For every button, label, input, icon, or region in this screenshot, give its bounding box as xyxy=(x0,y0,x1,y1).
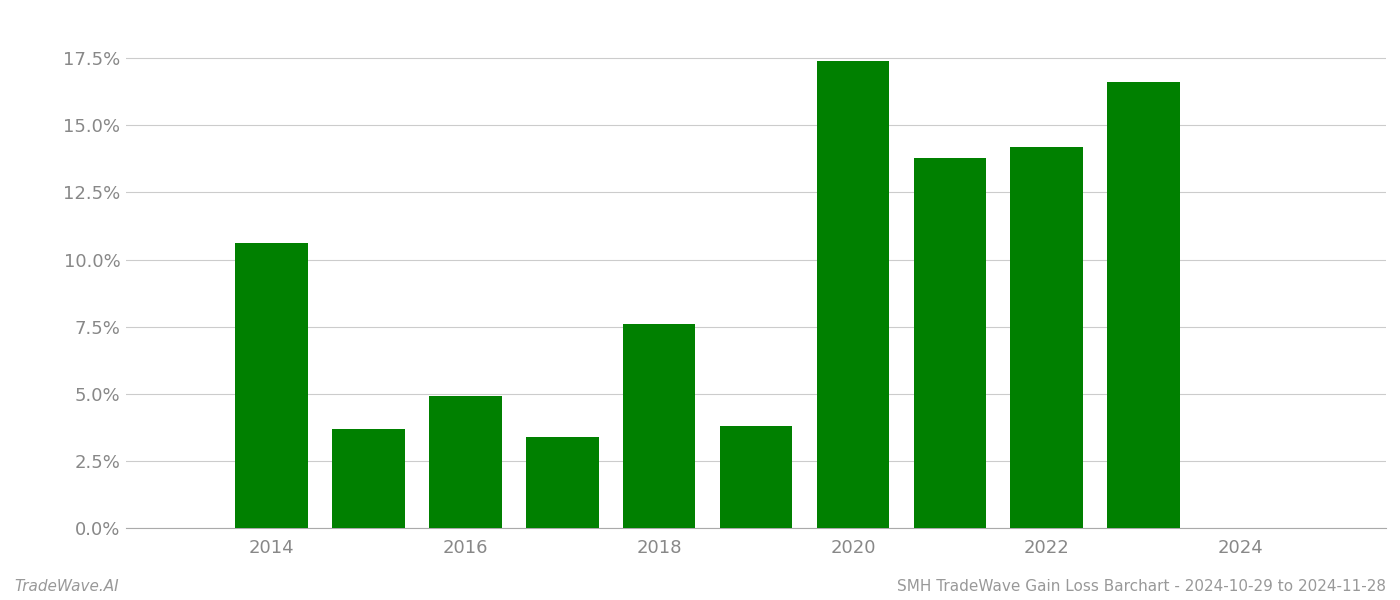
Text: SMH TradeWave Gain Loss Barchart - 2024-10-29 to 2024-11-28: SMH TradeWave Gain Loss Barchart - 2024-… xyxy=(897,579,1386,594)
Bar xyxy=(914,158,986,528)
Bar xyxy=(235,244,308,528)
Bar xyxy=(526,437,599,528)
Bar xyxy=(332,428,405,528)
Text: TradeWave.AI: TradeWave.AI xyxy=(14,579,119,594)
Bar xyxy=(1011,147,1084,528)
Bar xyxy=(1107,82,1180,528)
Bar xyxy=(720,426,792,528)
Bar xyxy=(623,324,696,528)
Bar xyxy=(816,61,889,528)
Bar xyxy=(428,397,501,528)
